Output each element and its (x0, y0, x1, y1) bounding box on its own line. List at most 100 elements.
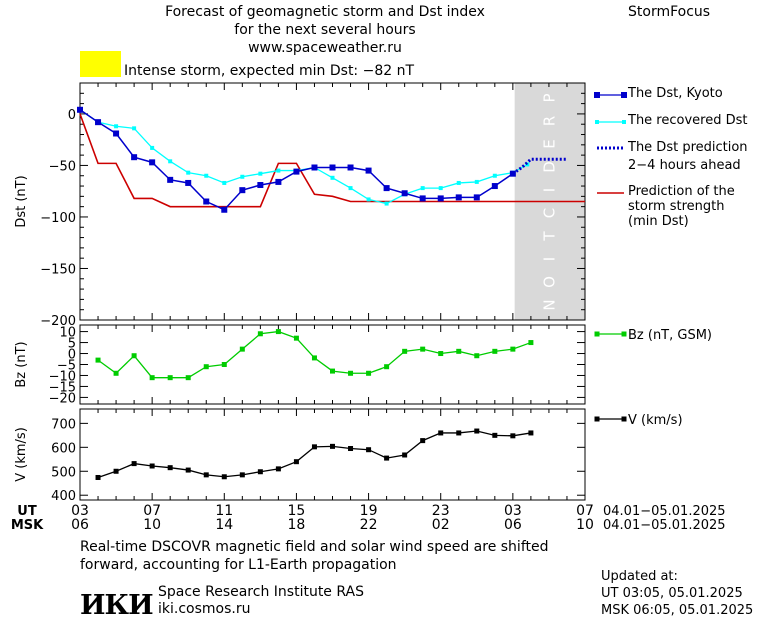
recovered-dst-point (204, 173, 209, 178)
bz-point (221, 362, 227, 367)
msk-tick-label: 22 (360, 517, 378, 533)
dst-kyoto-point (293, 168, 300, 175)
legend-dst-prediction-2: 2−4 hours ahead (628, 158, 741, 173)
bz-point (149, 375, 155, 381)
dst-kyoto-point (419, 195, 426, 202)
prediction-zone-letter: C (540, 208, 558, 218)
updated-msk: MSK 06:05, 05.01.2025 (601, 603, 754, 618)
legend-dst-prediction: The Dst prediction (627, 140, 748, 155)
speed-point (384, 455, 390, 461)
bz-point (510, 346, 516, 352)
ut-date-range: 04.01−05.01.2025 (603, 504, 726, 519)
speed-point (185, 467, 191, 473)
recovered-dst-point (366, 197, 371, 202)
legend-marker (594, 416, 600, 422)
bz-point (311, 355, 317, 361)
bz-point (492, 348, 498, 354)
bz-point (257, 331, 263, 337)
bz-point (113, 370, 119, 376)
legend-marker (594, 331, 600, 337)
speed-point (456, 430, 462, 436)
legend-dst-kyoto: The Dst, Kyoto (627, 86, 723, 101)
bz-point (384, 364, 390, 370)
bz-y-tick-label: −5 (57, 359, 76, 374)
dst-kyoto-point (149, 159, 156, 166)
title-line-3: www.spaceweather.ru (248, 40, 402, 56)
prediction-zone-letter: R (540, 116, 558, 126)
bz-point (167, 375, 173, 381)
ut-tick-label: 23 (432, 503, 450, 519)
msk-axis-label: MSK (11, 518, 44, 533)
prediction-zone-letter: P (540, 93, 558, 102)
updated-label: Updated at: (601, 569, 678, 584)
legend-bz: Bz (nT, GSM) (628, 328, 712, 343)
recovered-dst-point (330, 175, 335, 180)
prediction-zone-letter: O (540, 276, 558, 288)
storm-level-swatch (80, 51, 121, 77)
ut-axis-label: UT (17, 504, 37, 519)
dst-kyoto-point (491, 183, 498, 190)
legend-marker (621, 331, 627, 337)
speed-point (131, 461, 137, 467)
recovered-dst-point (240, 174, 245, 179)
msk-tick-label: 10 (576, 517, 594, 533)
bz-point (420, 346, 426, 352)
dst-y-tick-label: 0 (68, 108, 76, 123)
v-y-tick-label: 700 (51, 417, 76, 432)
dst-kyoto-point (455, 194, 462, 201)
dst-kyoto-point (257, 182, 264, 189)
recovered-dst-point (492, 173, 497, 178)
msk-tick-label: 06 (504, 517, 522, 533)
bz-point (402, 348, 408, 354)
storm-alert-text: Intense storm, expected min Dst: −82 nT (124, 63, 415, 79)
iki-logo: ИКИ (80, 590, 154, 621)
bz-point (438, 351, 444, 357)
title-line-1: Forecast of geomagnetic storm and Dst in… (165, 4, 485, 20)
ut-tick-label: 03 (504, 503, 522, 519)
bz-y-axis-label: Bz (nT) (14, 341, 29, 387)
bz-y-tick-label: −20 (49, 391, 76, 406)
recovered-dst-point (438, 186, 443, 191)
footnote-line-1: Real-time DSCOVR magnetic field and sola… (80, 539, 549, 555)
bz-y-tick-label: 5 (68, 337, 76, 352)
recovered-dst-point (474, 179, 479, 184)
speed-point (474, 428, 480, 434)
speed-point (257, 469, 263, 475)
bz-point (366, 370, 372, 376)
dst-kyoto-point (203, 198, 210, 205)
v-y-tick-label: 600 (51, 441, 76, 456)
dst-kyoto-point (77, 106, 83, 113)
institute-site[interactable]: iki.cosmos.ru (158, 601, 251, 617)
dst-kyoto-point (347, 164, 354, 171)
speed-point (402, 452, 408, 458)
speed-point (330, 443, 335, 449)
dst-kyoto-point (329, 164, 336, 171)
recovered-dst-point (168, 159, 173, 164)
v-plot-frame (79, 408, 586, 501)
msk-tick-label: 14 (215, 517, 233, 533)
dst-prediction-line (512, 157, 567, 175)
speed-point (113, 468, 119, 474)
ut-tick-label: 07 (143, 503, 161, 519)
legend-storm-strength: Prediction of the (628, 184, 735, 199)
storm-strength-line (79, 113, 585, 208)
speed-line (97, 430, 531, 479)
recovered-dst-point (384, 201, 389, 206)
ut-tick-label: 15 (288, 503, 306, 519)
legend-storm-strength-2: storm strength (628, 199, 725, 214)
bz-plot-frame (79, 324, 586, 405)
speed-point (239, 472, 245, 478)
dst-kyoto-point (95, 119, 102, 126)
dst-kyoto-line (79, 109, 514, 211)
bz-point (293, 335, 299, 341)
speed-point (221, 474, 227, 480)
dst-kyoto-point (185, 179, 192, 186)
prediction-zone-letter: I (540, 257, 558, 261)
dst-kyoto-point (473, 194, 480, 201)
speed-point (167, 465, 173, 471)
bz-y-tick-label: −15 (49, 380, 76, 395)
recovered-dst-point (114, 124, 119, 129)
legend-marker (621, 92, 627, 98)
speed-point (348, 446, 354, 452)
